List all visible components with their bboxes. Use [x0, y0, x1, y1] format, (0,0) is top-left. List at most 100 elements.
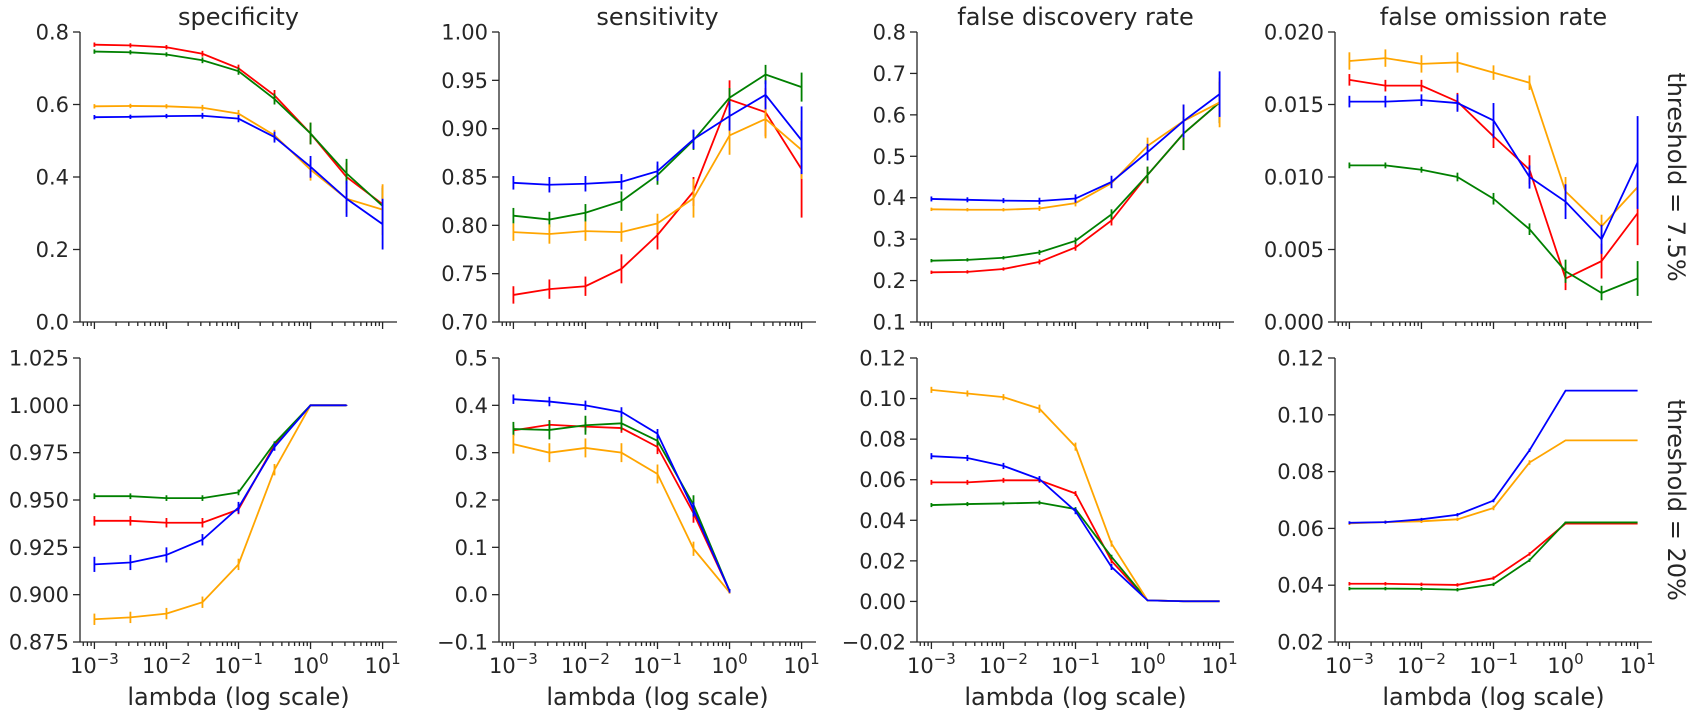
x-tick-label: 100: [1547, 650, 1583, 678]
y-tick-label: 0.10: [859, 387, 906, 411]
x-tick-label: 10−2: [979, 650, 1028, 678]
subplot-title: false omission rate: [1380, 3, 1607, 31]
row-label: threshold = 7.5%: [1662, 72, 1690, 281]
y-tick-label: 0.020: [1264, 21, 1324, 45]
x-tick-label: 10−2: [561, 650, 610, 678]
y-tick-label: 0.5: [455, 347, 488, 371]
y-tick-label: 0.875: [9, 631, 69, 655]
x-tick-label: 101: [783, 650, 819, 678]
series-2: [512, 64, 803, 228]
y-tick-label: 0.5: [873, 145, 906, 169]
y-tick-label: 0.0: [455, 583, 488, 607]
x-axis-label: lambda (log scale): [964, 683, 1186, 711]
subplot-title: false discovery rate: [957, 3, 1193, 31]
x-axis-label: lambda (log scale): [546, 683, 768, 711]
series-line: [94, 404, 347, 566]
series-2: [93, 404, 348, 501]
y-tick-label: 0.7: [873, 62, 906, 86]
series-4: [1348, 94, 1639, 254]
y-tick-label: 0.000: [1264, 311, 1324, 335]
y-tick-label: 0.015: [1264, 93, 1324, 117]
series-2: [93, 49, 384, 225]
x-tick-label: 100: [1129, 650, 1165, 678]
x-tick-label: 10−3: [1325, 650, 1374, 678]
series-line: [513, 98, 803, 296]
series-2: [930, 81, 1221, 263]
series-4: [93, 404, 348, 572]
y-tick-label: −0.1: [437, 631, 488, 655]
x-tick-label: 100: [292, 650, 328, 678]
series-line: [931, 479, 1220, 603]
y-tick-label: 0.3: [455, 441, 488, 465]
x-axis-label: lambda (log scale): [127, 683, 349, 711]
series-4: [1348, 389, 1638, 525]
x-tick-label: 10−3: [489, 650, 538, 678]
y-tick-label: 0.02: [1277, 631, 1324, 655]
series-line: [1349, 522, 1638, 586]
series-line: [1349, 389, 1638, 524]
series-2: [930, 500, 1220, 603]
x-tick-label: 10−1: [633, 650, 682, 678]
y-tick-label: 0.08: [1277, 460, 1324, 484]
series-2: [512, 415, 731, 593]
y-tick-label: 0.12: [859, 347, 906, 371]
y-tick-label: 0.1: [455, 536, 488, 560]
y-tick-label: 0.8: [873, 21, 906, 45]
series-1: [512, 80, 803, 304]
series-line: [94, 404, 347, 500]
x-tick-label: 101: [364, 650, 400, 678]
x-tick-label: 101: [1619, 650, 1655, 678]
y-tick-label: 0.00: [859, 590, 906, 614]
subplot-2-4: 0.02 0.04 0.06 0.08 0.10 0.12 10−3 10−2 10−1 100 1…: [1277, 347, 1655, 712]
subplot-2-3: −0.02 0.00 0.02 0.04 0.06 0.08 0.10 0.12 10−3 10−…: [842, 347, 1238, 712]
y-tick-label: 0.2: [36, 238, 69, 262]
x-tick-label: 100: [711, 650, 747, 678]
series-line: [94, 404, 347, 524]
subplot-1-2: 0.70 0.75 0.80 0.85 0.90 0.95 1.00 sensitivity: [441, 3, 816, 335]
series-1: [93, 404, 348, 528]
series-4: [930, 453, 1220, 603]
series-4: [93, 112, 384, 250]
subplot-1-3: 0.1 0.2 0.3 0.4 0.5 0.6 0.7 0.8 false discovery …: [873, 3, 1234, 335]
y-tick-label: 0.8: [36, 21, 69, 45]
y-tick-label: 0.12: [1277, 347, 1324, 371]
y-tick-label: 0.4: [873, 186, 906, 210]
x-tick-label: 10−2: [142, 650, 191, 678]
y-tick-label: 1.025: [9, 347, 69, 371]
x-tick-label: 10−1: [1051, 650, 1100, 678]
series-4: [512, 80, 803, 193]
y-tick-label: 0.2: [873, 269, 906, 293]
y-tick-label: 0.06: [1277, 517, 1324, 541]
x-tick-label: 10−3: [70, 650, 119, 678]
y-tick-label: 0.02: [859, 549, 906, 573]
x-tick-label: 10−3: [907, 650, 956, 678]
y-tick-label: 0.925: [9, 536, 69, 560]
y-tick-label: 0.6: [36, 93, 69, 117]
y-tick-label: 0.80: [441, 214, 488, 238]
series-4: [930, 71, 1221, 205]
series-1: [930, 477, 1220, 603]
series-line: [931, 93, 1221, 202]
y-tick-label: 0.005: [1264, 238, 1324, 262]
y-tick-label: 0.975: [9, 441, 69, 465]
y-tick-label: 0.08: [859, 428, 906, 452]
y-tick-label: 0.4: [455, 394, 488, 418]
y-tick-label: 0.900: [9, 583, 69, 607]
series-line: [1349, 164, 1638, 295]
subplot-2-1: 0.875 0.900 0.925 0.950 0.975 1.000 1.025 10−3 1…: [9, 347, 401, 712]
series-line: [94, 114, 384, 225]
series-line: [931, 455, 1220, 603]
y-tick-label: 0.3: [873, 228, 906, 252]
series-3: [512, 434, 731, 594]
series-3: [93, 404, 348, 625]
y-tick-label: 1.000: [9, 394, 69, 418]
y-tick-label: 0.010: [1264, 166, 1324, 190]
row-label: threshold = 20%: [1662, 399, 1690, 601]
subplot-1-4: 0.000 0.005 0.010 0.015 0.020 false omission …: [1264, 3, 1652, 335]
x-tick-label: 10−1: [214, 650, 263, 678]
x-axis-label: lambda (log scale): [1382, 683, 1604, 711]
series-line: [931, 101, 1221, 211]
series-1: [1348, 522, 1638, 587]
y-tick-label: 0.75: [441, 262, 488, 286]
